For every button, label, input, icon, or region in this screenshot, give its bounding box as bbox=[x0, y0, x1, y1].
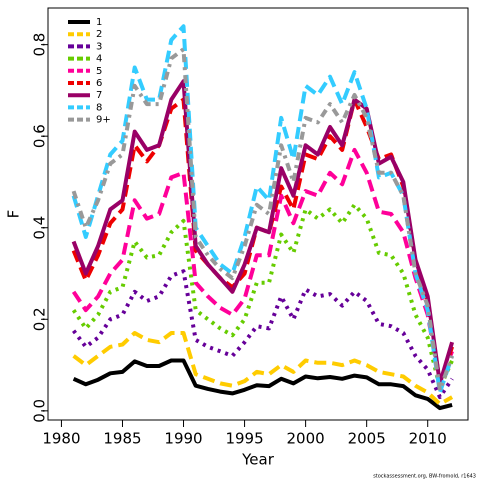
x-tick-label: 1995 bbox=[225, 430, 263, 448]
series-line bbox=[71, 147, 454, 386]
y-tick-label: 0.8 bbox=[31, 33, 49, 57]
x-axis-label: Year bbox=[241, 451, 275, 469]
series-line bbox=[71, 202, 454, 390]
legend-label: 7 bbox=[96, 90, 102, 101]
series-line bbox=[71, 97, 454, 386]
series-line bbox=[72, 358, 453, 411]
x-tick-label: 1980 bbox=[42, 430, 80, 448]
legend-label: 6 bbox=[96, 78, 102, 89]
x-tick-label: 1990 bbox=[164, 430, 202, 448]
legend-label: 3 bbox=[96, 41, 102, 52]
legend-label: 4 bbox=[96, 54, 102, 65]
x-tick-label: 2005 bbox=[348, 430, 386, 448]
x-tick-label: 2010 bbox=[409, 430, 447, 448]
y-axis-label: F bbox=[5, 210, 23, 219]
caption: stockassessment.org, BW-fromold, r1643 bbox=[373, 474, 476, 480]
series-line bbox=[71, 79, 455, 386]
series-line bbox=[71, 47, 454, 393]
plot-frame bbox=[47, 7, 469, 421]
legend-label: 2 bbox=[96, 29, 102, 40]
legend-label: 8 bbox=[96, 102, 102, 113]
x-tick-label: 2000 bbox=[287, 430, 325, 448]
y-tick-label: 0.0 bbox=[31, 399, 49, 423]
series-line bbox=[72, 331, 454, 406]
y-tick-label: 0.2 bbox=[31, 307, 49, 331]
series-line bbox=[72, 269, 454, 400]
x-tick-label: 1985 bbox=[103, 430, 141, 448]
legend-label: 1 bbox=[96, 17, 102, 28]
legend-label: 9+ bbox=[96, 115, 111, 126]
legend-label: 5 bbox=[96, 66, 102, 77]
y-tick-label: 0.4 bbox=[31, 216, 49, 240]
series-line bbox=[71, 24, 454, 395]
y-tick-label: 0.6 bbox=[31, 124, 49, 148]
